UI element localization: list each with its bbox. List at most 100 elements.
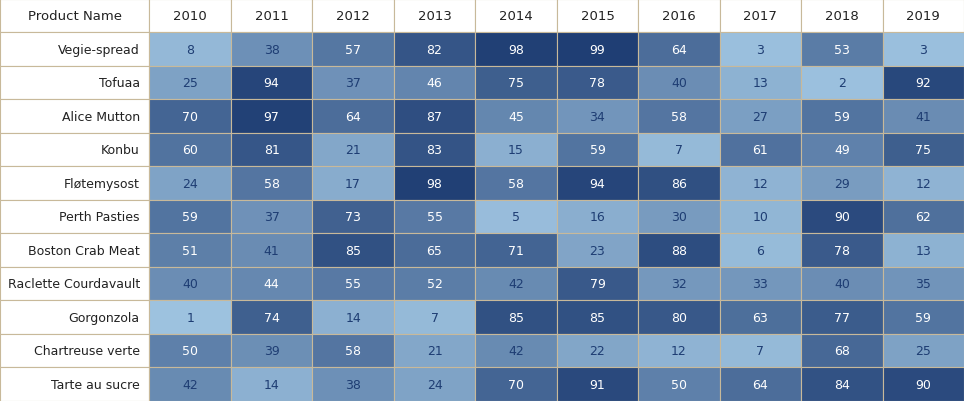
Text: 82: 82 [427, 44, 442, 57]
Bar [719, 67, 801, 100]
Text: 68: 68 [834, 344, 849, 357]
Bar [557, 0, 638, 33]
Text: 77: 77 [834, 311, 850, 324]
Bar [883, 100, 964, 134]
Bar [475, 167, 557, 200]
Bar [638, 200, 719, 234]
Text: 35: 35 [916, 277, 931, 290]
Text: 3: 3 [920, 44, 927, 57]
Bar [719, 0, 801, 33]
Text: 80: 80 [671, 311, 687, 324]
Bar [231, 200, 312, 234]
Text: 64: 64 [753, 378, 768, 391]
Bar [312, 234, 393, 267]
Bar [719, 100, 801, 134]
Text: Konbu: Konbu [101, 144, 140, 157]
Text: 59: 59 [834, 110, 849, 124]
Bar [312, 167, 393, 200]
Text: 70: 70 [508, 378, 524, 391]
Text: 21: 21 [427, 344, 442, 357]
Bar [0, 134, 149, 167]
Text: Tarte au sucre: Tarte au sucre [51, 378, 140, 391]
Text: 71: 71 [508, 244, 523, 257]
Text: 34: 34 [590, 110, 605, 124]
Bar [883, 33, 964, 67]
Bar [231, 368, 312, 401]
Bar [883, 200, 964, 234]
Text: 73: 73 [345, 211, 361, 224]
Bar [231, 33, 312, 67]
Text: 74: 74 [264, 311, 280, 324]
Bar [231, 267, 312, 301]
Bar [557, 301, 638, 334]
Bar [149, 200, 231, 234]
Bar [719, 334, 801, 368]
Bar [231, 67, 312, 100]
Bar [557, 200, 638, 234]
Text: 16: 16 [590, 211, 605, 224]
Text: 14: 14 [345, 311, 361, 324]
Bar [231, 234, 312, 267]
Text: 78: 78 [834, 244, 850, 257]
Bar [638, 267, 719, 301]
Text: 2017: 2017 [743, 10, 777, 23]
Text: 40: 40 [834, 277, 849, 290]
Text: 98: 98 [427, 177, 442, 190]
Text: 2012: 2012 [336, 10, 370, 23]
Text: 64: 64 [671, 44, 686, 57]
Text: Chartreuse verte: Chartreuse verte [34, 344, 140, 357]
Text: 30: 30 [671, 211, 686, 224]
Bar [557, 167, 638, 200]
Bar [557, 33, 638, 67]
Text: 8: 8 [186, 44, 194, 57]
Bar [149, 301, 231, 334]
Bar [638, 167, 719, 200]
Bar [0, 267, 149, 301]
Bar [312, 67, 393, 100]
Text: Perth Pasties: Perth Pasties [59, 211, 140, 224]
Text: 42: 42 [508, 277, 523, 290]
Text: 21: 21 [345, 144, 361, 157]
Text: 24: 24 [427, 378, 442, 391]
Text: 42: 42 [508, 344, 523, 357]
Text: 2013: 2013 [417, 10, 451, 23]
Bar [557, 67, 638, 100]
Text: 42: 42 [182, 378, 198, 391]
Bar [393, 167, 475, 200]
Bar [312, 100, 393, 134]
Text: 58: 58 [345, 344, 362, 357]
Bar [475, 134, 557, 167]
Text: 2018: 2018 [825, 10, 859, 23]
Bar [312, 301, 393, 334]
Text: 23: 23 [590, 244, 605, 257]
Text: 1: 1 [186, 311, 194, 324]
Text: 2: 2 [838, 77, 845, 90]
Text: 25: 25 [182, 77, 198, 90]
Bar [475, 301, 557, 334]
Bar [231, 100, 312, 134]
Bar [801, 234, 882, 267]
Bar [801, 267, 882, 301]
Bar [312, 134, 393, 167]
Bar [801, 33, 882, 67]
Bar [0, 368, 149, 401]
Bar [149, 67, 231, 100]
Bar [149, 134, 231, 167]
Bar [0, 301, 149, 334]
Text: 2010: 2010 [174, 10, 207, 23]
Bar [475, 100, 557, 134]
Text: 46: 46 [427, 77, 442, 90]
Bar [883, 234, 964, 267]
Bar [393, 67, 475, 100]
Bar [557, 368, 638, 401]
Bar [393, 368, 475, 401]
Bar [312, 334, 393, 368]
Text: 51: 51 [182, 244, 198, 257]
Bar [557, 334, 638, 368]
Text: 7: 7 [757, 344, 764, 357]
Text: 38: 38 [264, 44, 280, 57]
Bar [883, 368, 964, 401]
Text: Vegie-spread: Vegie-spread [58, 44, 140, 57]
Bar [638, 334, 719, 368]
Bar [312, 200, 393, 234]
